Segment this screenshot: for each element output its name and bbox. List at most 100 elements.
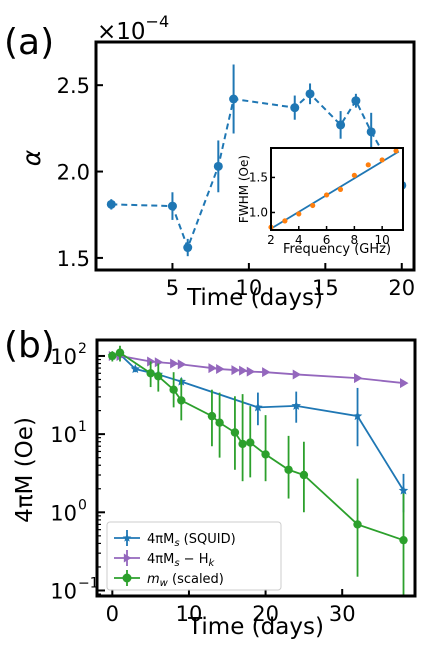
panel-a-point (213, 161, 223, 171)
panel-b-marker (115, 348, 125, 357)
panel-b-series-line (111, 351, 404, 542)
legend-item: 4πMs (SQUID) (114, 530, 236, 549)
panel-a-ylabel: α (17, 149, 46, 166)
panel-a-point (106, 199, 116, 209)
inset-chart: 2 4 6 8 10 1.0 1.5 Frequency (GHz) FWHM (Oe) (237, 147, 404, 257)
panel-b-marker (215, 418, 224, 427)
panel-b-xtick-label: 30 (329, 602, 356, 626)
legend-label: mw (scaled) (147, 572, 224, 589)
panel-b-marker (261, 450, 270, 459)
panel-b-marker (253, 402, 263, 412)
panel-a: (a) ×10−4 5 10 15 20 1.5 2.0 2.5 Time (days) α… (4, 12, 416, 311)
inset-point (365, 162, 371, 168)
panel-b-ytick-label: 10 (50, 501, 77, 525)
legend-item: 4πMs − Hk (114, 550, 215, 569)
inset-point (351, 172, 357, 178)
panel-b-ytick-exponent: −1 (78, 575, 99, 591)
panel-a-xtick-label: 5 (166, 276, 179, 300)
legend-box (106, 521, 282, 591)
inset-fit-line (270, 150, 400, 230)
panel-b-ytick-exponent: 1 (78, 419, 87, 435)
panel-b-marker (154, 372, 163, 381)
panel-b-marker (291, 400, 301, 410)
inset-ytick-label: 1.5 (249, 170, 268, 184)
panel-b-marker (108, 351, 117, 361)
panel-b-legend: 4πMs (SQUID) 4πMs − Hk mw (scaled) (106, 521, 282, 591)
panel-b-label: (b) (4, 325, 55, 366)
legend-label: 4πMs (SQUID) (147, 532, 236, 549)
panel-a-point (336, 120, 346, 130)
panel-b-marker (169, 385, 178, 394)
panel-b-marker (207, 411, 217, 421)
panel-b-marker (352, 411, 363, 421)
panel-b-marker (130, 364, 141, 374)
panel-b-frame (95, 338, 417, 598)
panel-b-marker (154, 357, 164, 368)
panel-a-xtick-label: 15 (312, 276, 339, 300)
panel-a-exponent-label: ×10−4 (97, 12, 169, 45)
panel-b-ytick-label: 10 (50, 345, 77, 369)
inset-xtick-label: 4 (295, 233, 303, 247)
panel-b-marker (146, 369, 155, 378)
panel-b-marker (398, 485, 409, 495)
panel-b-series (108, 350, 409, 389)
panel-b-series (108, 345, 408, 596)
panel-b-ytick-exponent: 0 (78, 497, 87, 513)
panel-a-frame (94, 40, 416, 272)
inset-ytick-label: 1.0 (249, 205, 268, 219)
panel-b-marker (239, 365, 248, 376)
panel-b-marker (353, 520, 362, 529)
panel-a-xtick-label: 10 (236, 276, 263, 300)
inset-point (282, 218, 288, 224)
panel-a-series (106, 64, 407, 257)
panel-b-marker (231, 365, 240, 376)
panel-b-marker (177, 396, 186, 405)
panel-b-ytick-label: 10 (50, 579, 77, 603)
inset-point (323, 192, 330, 198)
panel-a-ytick-label: 2.0 (57, 161, 90, 185)
panel-b-marker (238, 439, 247, 449)
panel-b-marker (208, 363, 217, 374)
panel-a-point (229, 94, 239, 104)
panel-b-marker (262, 367, 271, 378)
panel-a-ytick-label: 2.5 (57, 74, 90, 98)
panel-b-xtick-label: 0 (106, 602, 119, 626)
panel-b-marker (246, 366, 256, 377)
inset-ticks: 2 4 6 8 10 1.0 1.5 (249, 170, 390, 247)
inset-point (337, 186, 344, 192)
panel-b-marker (216, 364, 225, 375)
legend-label: 4πMs − Hk (147, 552, 215, 569)
inset-point (393, 148, 399, 154)
inset-point (310, 202, 316, 209)
inset-frame (270, 147, 404, 231)
inset-xtick-label: 10 (375, 233, 390, 247)
panel-a-point (183, 243, 193, 253)
panel-b-xlabel: Time (days) (187, 614, 324, 640)
panel-a-xtick-label: 20 (388, 276, 415, 300)
panel-a-ytick-label: 1.5 (57, 247, 90, 271)
panel-b-ylabel: 4πM (Oe) (12, 417, 38, 523)
panel-a-point (305, 89, 315, 99)
panel-a-xlabel: Time (days) (186, 285, 323, 311)
panel-b-series (107, 345, 409, 596)
panel-b-marker (123, 553, 132, 563)
panel-b-marker (284, 465, 293, 474)
inset-xtick-label: 6 (323, 233, 331, 247)
panel-b-marker (122, 533, 132, 542)
panel-b-marker (292, 369, 302, 380)
panel-b-marker (299, 470, 309, 480)
inset-xtick-label: 2 (267, 233, 275, 247)
panel-b-marker (246, 438, 255, 447)
inset-series (268, 148, 400, 230)
inset-point (296, 211, 302, 217)
legend-item: mw (scaled) (114, 570, 224, 589)
panel-b-marker (399, 535, 408, 545)
panel-a-label: (a) (4, 22, 54, 63)
panel-a-point (366, 127, 376, 137)
panel-b-marker (177, 359, 187, 370)
panel-b-xtick-label: 10 (176, 602, 203, 626)
panel-b-marker (354, 373, 363, 384)
